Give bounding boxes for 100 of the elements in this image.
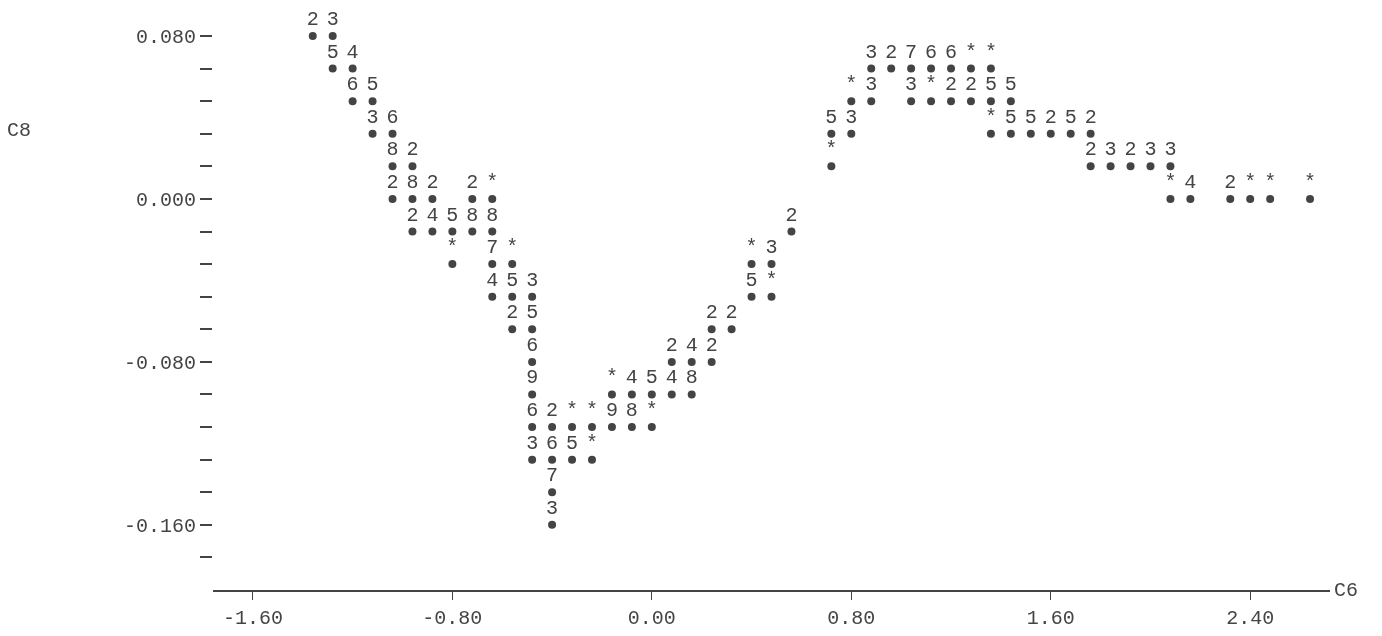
point <box>508 260 517 269</box>
point <box>528 325 537 334</box>
series-label: 9 <box>526 366 539 390</box>
point <box>687 357 696 366</box>
text: 2 <box>1084 105 1097 129</box>
text: 5 <box>984 73 997 97</box>
series-label: 4 <box>665 366 678 390</box>
text: * <box>1304 170 1317 194</box>
point <box>408 162 417 171</box>
series-label: 8 <box>386 138 399 162</box>
text: 3 <box>526 268 539 292</box>
text: 3 <box>546 496 559 520</box>
text: 6 <box>386 105 399 129</box>
point <box>1086 129 1095 138</box>
point <box>787 227 796 236</box>
text: * <box>925 73 938 97</box>
point <box>568 423 577 432</box>
text: 5 <box>326 40 339 64</box>
point <box>627 423 636 432</box>
point <box>548 423 557 432</box>
text: 5 <box>526 301 539 325</box>
point <box>348 97 357 106</box>
text: * <box>845 73 858 97</box>
text: 8 <box>625 399 638 423</box>
point <box>747 260 756 269</box>
point <box>587 455 596 464</box>
point <box>887 64 896 73</box>
point <box>1166 162 1175 171</box>
point <box>1046 129 1055 138</box>
point <box>747 292 756 301</box>
point <box>328 64 337 73</box>
point <box>528 455 537 464</box>
text: 2 <box>785 203 798 227</box>
text: 4 <box>486 268 499 292</box>
text: 2 <box>546 399 559 423</box>
point <box>488 260 497 269</box>
text: 6 <box>526 399 539 423</box>
point <box>1006 97 1015 106</box>
text: 3 <box>526 431 539 455</box>
point <box>767 260 776 269</box>
point <box>647 423 656 432</box>
point <box>488 227 497 236</box>
point <box>528 390 537 399</box>
point <box>448 227 457 236</box>
text: 5 <box>645 366 658 390</box>
text: 3 <box>366 105 379 129</box>
text: 2 <box>1124 138 1137 162</box>
text: 2 <box>1224 170 1237 194</box>
text: 7 <box>905 40 918 64</box>
text: 8 <box>486 203 499 227</box>
x-tick-label: -1.60 <box>222 606 283 630</box>
text: 2 <box>725 301 738 325</box>
point <box>667 390 676 399</box>
text: 3 <box>865 40 878 64</box>
text: 6 <box>346 73 359 97</box>
text: 5 <box>1004 73 1017 97</box>
text: 2 <box>665 333 678 357</box>
text: 3 <box>1104 138 1117 162</box>
point <box>647 390 656 399</box>
point <box>1226 194 1235 203</box>
text: 3 <box>845 105 858 129</box>
point <box>1166 194 1175 203</box>
point <box>966 64 975 73</box>
series-label: 7 <box>486 236 499 260</box>
x-tick-label: 2.40 <box>1226 606 1275 630</box>
point <box>627 390 636 399</box>
text: 4 <box>1184 170 1197 194</box>
point <box>707 325 716 334</box>
point <box>488 194 497 203</box>
text: 6 <box>526 333 539 357</box>
x-tick-label: -0.80 <box>422 606 483 630</box>
point <box>328 32 337 40</box>
point <box>528 292 537 301</box>
text: * <box>1244 170 1257 194</box>
point <box>348 64 357 73</box>
text: 3 <box>1164 138 1177 162</box>
point <box>408 194 417 203</box>
point <box>1246 194 1255 203</box>
point <box>388 162 397 171</box>
text: 5 <box>446 203 459 227</box>
point <box>847 97 856 106</box>
point <box>428 194 437 203</box>
point <box>1006 129 1015 138</box>
point <box>1146 162 1155 171</box>
x-tick-label: 0.00 <box>627 606 676 630</box>
point <box>767 292 776 301</box>
text: 4 <box>625 366 638 390</box>
text: * <box>1164 170 1177 194</box>
text: 9 <box>605 399 618 423</box>
point <box>986 64 995 73</box>
text: 2 <box>705 301 718 325</box>
text: 3 <box>1144 138 1157 162</box>
point <box>528 357 537 366</box>
y-tick-label: -0.080 <box>123 351 196 375</box>
point <box>607 390 616 399</box>
point <box>867 64 876 73</box>
point <box>508 292 517 301</box>
point <box>827 129 836 138</box>
text: * <box>984 105 997 129</box>
point <box>1066 129 1075 138</box>
